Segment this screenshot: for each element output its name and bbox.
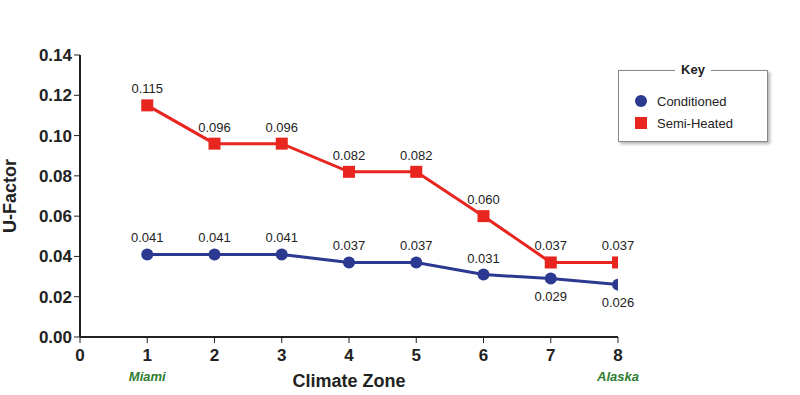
html-text:Conditioned: Conditioned	[657, 93, 727, 109]
svg-text:0.02: 0.02	[39, 288, 72, 307]
svg-text:0.115: 0.115	[131, 81, 163, 96]
svg-text:0.096: 0.096	[198, 120, 231, 135]
svg-text:0.037: 0.037	[602, 238, 635, 253]
svg-text:8: 8	[613, 346, 622, 365]
svg-text:0.14: 0.14	[39, 46, 73, 65]
svg-text:0.037: 0.037	[333, 238, 366, 253]
svg-text:0.04: 0.04	[39, 247, 73, 266]
svg-text:7: 7	[546, 346, 555, 365]
svg-text:0.096: 0.096	[265, 120, 298, 135]
svg-text:0.060: 0.060	[467, 192, 500, 207]
svg-text:0.08: 0.08	[39, 167, 72, 186]
svg-text:6: 6	[479, 346, 488, 365]
svg-text:1: 1	[143, 346, 152, 365]
svg-text:5: 5	[412, 346, 421, 365]
svg-text:0.026: 0.026	[602, 295, 635, 310]
html-text:Semi-Heated: Semi-Heated	[657, 115, 733, 131]
svg-text:0.00: 0.00	[39, 328, 72, 347]
svg-text:0.06: 0.06	[39, 207, 72, 226]
svg-text:U-Factor: U-Factor	[8, 159, 20, 233]
svg-text:0.037: 0.037	[534, 238, 567, 253]
svg-text:0.029: 0.029	[534, 289, 567, 304]
svg-text:Miami: Miami	[129, 369, 166, 384]
svg-text:Climate Zone: Climate Zone	[292, 371, 405, 391]
svg-text:0.041: 0.041	[131, 230, 164, 245]
svg-text:3: 3	[277, 346, 286, 365]
svg-text:0.12: 0.12	[39, 86, 72, 105]
svg-text:0.082: 0.082	[400, 148, 433, 163]
svg-text:0.037: 0.037	[400, 238, 433, 253]
svg-text:0.082: 0.082	[333, 148, 366, 163]
svg-text:0.041: 0.041	[265, 230, 298, 245]
svg-text:0.041: 0.041	[198, 230, 231, 245]
svg-text:0: 0	[75, 346, 84, 365]
svg-text:0.031: 0.031	[467, 251, 500, 266]
html-text:Key: Key	[681, 62, 705, 77]
svg-text:4: 4	[344, 346, 354, 365]
svg-text:0.10: 0.10	[39, 127, 72, 146]
svg-text:2: 2	[210, 346, 219, 365]
svg-text:Alaska: Alaska	[596, 369, 639, 384]
